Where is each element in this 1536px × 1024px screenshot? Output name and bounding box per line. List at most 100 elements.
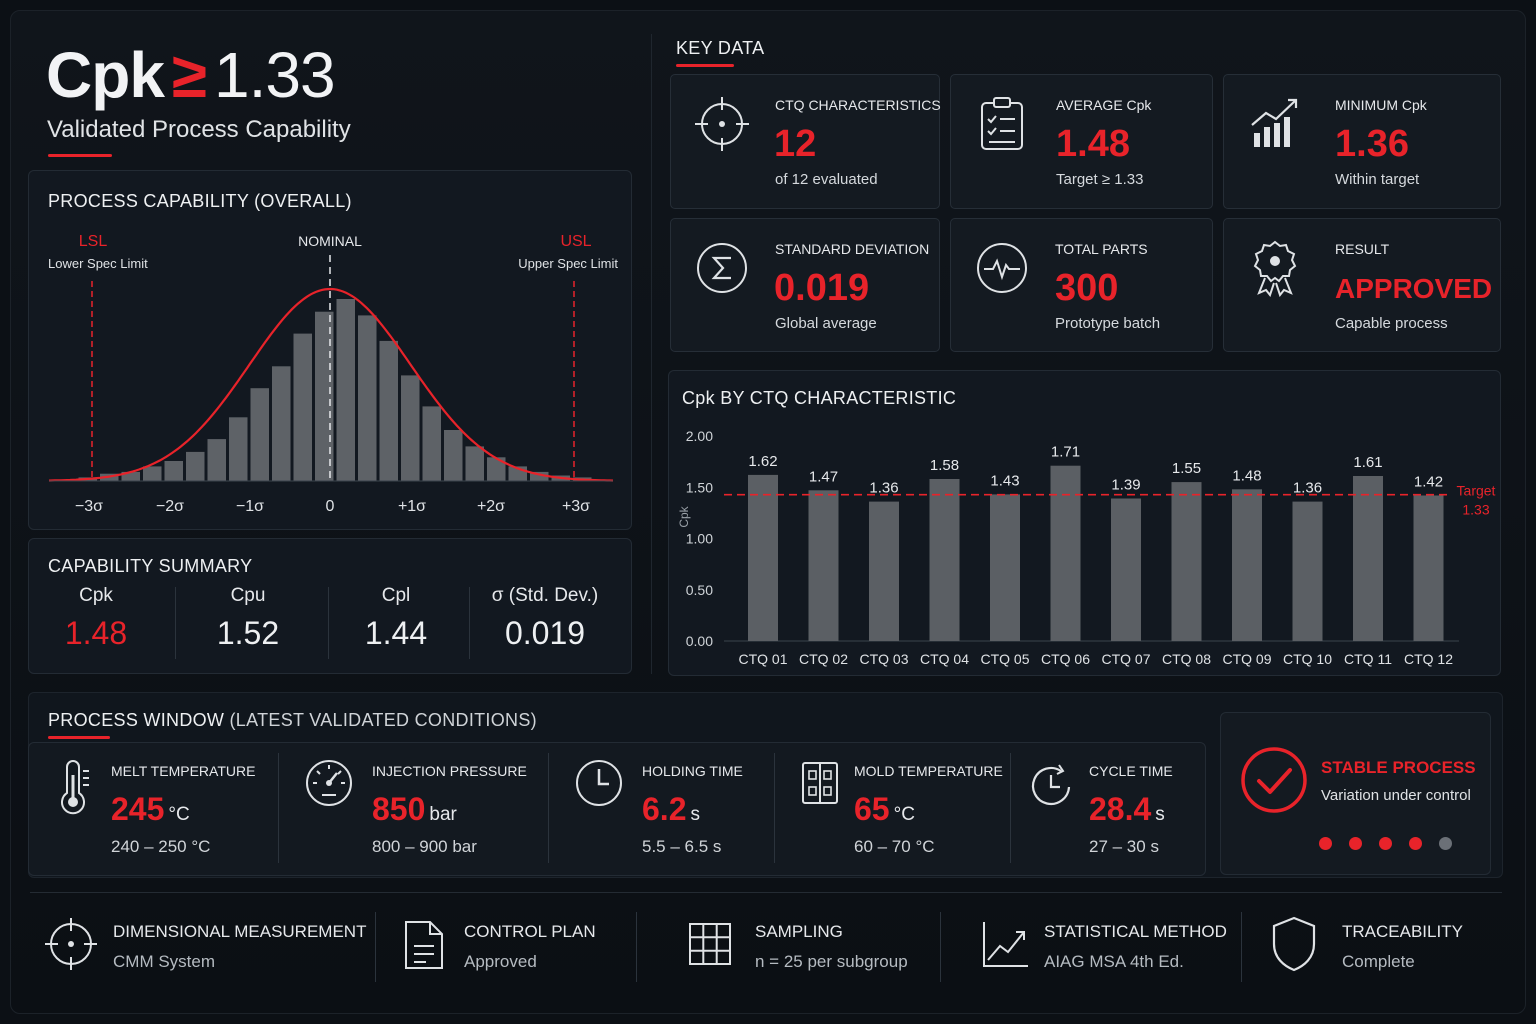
kpi-label: MINIMUM Cpk xyxy=(1335,97,1427,113)
summary-value: 1.44 xyxy=(364,615,428,651)
histogram-bar xyxy=(487,457,506,481)
sigma-tick-label: 0 xyxy=(326,498,335,515)
footer-divider xyxy=(375,912,376,982)
status-dots xyxy=(1319,837,1452,850)
lsl-desc: Lower Spec Limit xyxy=(48,256,148,271)
title-prefix: Cpk xyxy=(46,39,165,111)
cpk-bar[interactable] xyxy=(990,494,1020,641)
kpi-sub: of 12 evaluated xyxy=(775,171,878,188)
cpk-bar[interactable] xyxy=(1413,495,1444,642)
process-window-title: PROCESS WINDOW (LATEST VALIDATED CONDITI… xyxy=(48,710,537,731)
histogram-bar xyxy=(186,451,205,481)
footer-control-plan[interactable]: CONTROL PLAN Approved xyxy=(402,900,622,990)
stable-process-card[interactable]: STABLE PROCESS Variation under control xyxy=(1220,712,1491,875)
key-data-underline xyxy=(676,64,734,67)
award-ribbon-icon xyxy=(1253,240,1297,297)
y-tick-label: 2.00 xyxy=(686,428,713,444)
summary-cpu: Cpu 1.52 xyxy=(174,585,322,652)
pw-injection-pressure[interactable]: INJECTION PRESSURE 850 bar 800 – 900 bar xyxy=(303,743,543,873)
pw-value: 850 bar xyxy=(372,791,457,828)
summary-divider xyxy=(469,587,470,659)
cpk-bar[interactable] xyxy=(1232,489,1262,641)
nominal-label: NOMINAL xyxy=(298,233,362,249)
pw-label: MELT TEMPERATURE xyxy=(111,763,256,779)
pw-value-unit: bar xyxy=(429,804,457,825)
footer-label: DIMENSIONAL MEASUREMENT xyxy=(113,922,367,941)
bar-value-label: 1.39 xyxy=(1111,477,1140,494)
histogram-bar xyxy=(121,471,140,481)
kpi-average-cpk[interactable]: AVERAGE Cpk 1.48 Target ≥ 1.33 xyxy=(950,74,1213,209)
pw-value-unit: °C xyxy=(893,804,915,825)
pulse-icon xyxy=(977,243,1027,293)
kpi-value: 12 xyxy=(774,123,817,165)
bar-value-label: 1.58 xyxy=(930,457,959,474)
key-data-title: KEY DATA xyxy=(676,38,765,58)
footer-sampling[interactable]: SAMPLING n = 25 per subgroup xyxy=(688,900,928,990)
cpk-bar[interactable] xyxy=(808,490,839,641)
footer-divider-line xyxy=(30,892,1502,893)
pw-mold-temperature[interactable]: MOLD TEMPERATURE 65 °C 60 – 70 °C xyxy=(801,743,1016,873)
footer-sub: Complete xyxy=(1342,952,1415,971)
mold-icon xyxy=(802,762,838,804)
distribution-panel: PROCESS CAPABILITY (OVERALL) LSL Lower S… xyxy=(28,170,632,530)
pw-value-number: 28.4 xyxy=(1089,791,1152,827)
pw-cycle-time[interactable]: CYCLE TIME 28.4 s 27 – 30 s xyxy=(1029,743,1199,873)
footer-statistical-method[interactable]: STATISTICAL METHOD AIAG MSA 4th Ed. xyxy=(982,900,1232,990)
summary-label: σ (Std. Dev.) xyxy=(491,585,599,606)
cpk-bar[interactable] xyxy=(869,501,899,641)
pw-melt-temperature[interactable]: MELT TEMPERATURE 245 °C 240 – 250 °C xyxy=(53,743,283,873)
kpi-sub: Capable process xyxy=(1335,315,1448,332)
summary-sigma: σ (Std. Dev.) 0.019 xyxy=(471,585,619,652)
kpi-standard-deviation[interactable]: STANDARD DEVIATION 0.019 Global average xyxy=(670,218,940,352)
cpk-bar[interactable] xyxy=(748,474,778,641)
footer-dimensional-measurement[interactable]: DIMENSIONAL MEASUREMENT CMM System xyxy=(44,900,367,990)
summary-divider xyxy=(328,587,329,659)
footer-label: SAMPLING xyxy=(755,922,843,941)
cpk-bar[interactable] xyxy=(1050,465,1081,641)
kpi-result[interactable]: RESULT APPROVED Capable process xyxy=(1223,218,1501,352)
summary-label: Cpk xyxy=(79,585,113,606)
process-window-title-main: PROCESS WINDOW xyxy=(48,710,225,730)
kpi-sub: Prototype batch xyxy=(1055,315,1161,332)
cpk-bar[interactable] xyxy=(1111,498,1141,642)
cpk-bar[interactable] xyxy=(929,479,960,641)
summary-cpk: Cpk 1.48 xyxy=(22,585,170,652)
pw-value: 65 °C xyxy=(854,791,915,828)
bar-value-label: 1.61 xyxy=(1353,454,1382,471)
column-divider xyxy=(651,34,652,674)
bar-growth-icon xyxy=(1251,98,1298,147)
bar-value-label: 1.55 xyxy=(1172,460,1201,477)
line-chart-icon xyxy=(983,922,1028,967)
footer-traceability[interactable]: TRACEABILITY Complete xyxy=(1270,900,1480,990)
status-dot-inactive xyxy=(1439,837,1452,850)
kpi-total-parts[interactable]: TOTAL PARTS 300 Prototype batch xyxy=(950,218,1213,352)
cpk-bar[interactable] xyxy=(1292,501,1323,641)
title-symbol: ≥ xyxy=(171,39,207,111)
kpi-ctq-characteristics[interactable]: CTQ CHARACTERISTICS 12 of 12 evaluated xyxy=(670,74,941,209)
category-label: CTQ 01 xyxy=(738,651,787,667)
cpk-bar[interactable] xyxy=(1171,482,1202,641)
histogram-bar xyxy=(315,311,334,481)
pw-holding-time[interactable]: HOLDING TIME 6.2 s 5.5 – 6.5 s xyxy=(574,743,794,873)
title-underline xyxy=(48,154,112,157)
summary-divider xyxy=(175,587,176,659)
histogram-bar xyxy=(250,388,269,481)
status-dot-active xyxy=(1349,837,1362,850)
cpk-by-ctq-panel: Cpk BY CTQ CHARACTERISTIC Cpk 0.00 0.50 1.… xyxy=(668,370,1501,676)
pw-value-number: 245 xyxy=(111,791,165,827)
bar-value-label: 1.48 xyxy=(1232,467,1261,484)
footer-divider xyxy=(940,912,941,982)
usl-desc: Upper Spec Limit xyxy=(518,256,618,271)
kpi-value: 300 xyxy=(1055,267,1119,309)
histogram-bar xyxy=(336,299,355,481)
bar-value-label: 1.62 xyxy=(748,453,777,470)
status-sub: Variation under control xyxy=(1321,787,1471,804)
kpi-minimum-cpk[interactable]: MINIMUM Cpk 1.36 Within target xyxy=(1223,74,1501,209)
category-label: CTQ 05 xyxy=(980,651,1029,667)
distribution-chart: LSL Lower Spec Limit NOMINAL USL Upper S… xyxy=(48,233,618,515)
summary-label: Cpu xyxy=(230,585,266,606)
y-tick-label: 0.00 xyxy=(686,633,713,649)
document-icon xyxy=(405,921,443,969)
pw-divider xyxy=(548,753,549,863)
cpk-bar[interactable] xyxy=(1353,476,1383,641)
